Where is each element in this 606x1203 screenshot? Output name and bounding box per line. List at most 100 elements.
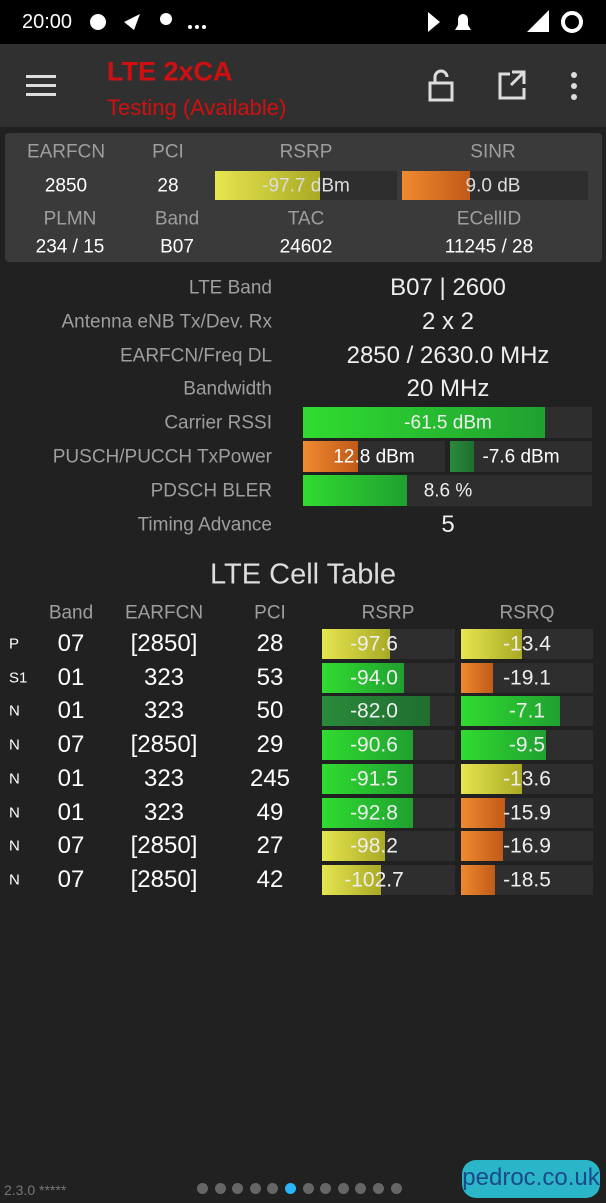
summary-value: 234 / 15 <box>35 236 105 258</box>
bar-fill <box>450 441 474 472</box>
cell-earfcn: [2850] <box>130 865 198 893</box>
summary-header: TAC <box>287 208 325 230</box>
cell-pci: 50 <box>256 697 284 725</box>
cell-band: 07 <box>57 630 85 657</box>
table-title: LTE Cell Table <box>210 558 396 591</box>
bar-fill <box>461 864 495 895</box>
bar-track <box>461 730 593 761</box>
page-dot <box>302 1183 314 1194</box>
summary-header: SINR <box>470 141 516 163</box>
bar-track <box>450 441 592 472</box>
clock: 20:00 <box>22 11 73 33</box>
bar-track <box>461 797 593 828</box>
table-header: RSRQ <box>499 602 555 624</box>
bar-fill <box>461 797 505 828</box>
bar-fill <box>303 407 545 438</box>
toolbar <box>0 44 606 127</box>
cell-rsrp: -102.7 <box>344 868 404 892</box>
page-dot <box>214 1183 226 1194</box>
app-title: LTE 2xCA <box>107 56 233 87</box>
bar-fill <box>322 797 413 828</box>
menu-button[interactable] <box>26 75 56 96</box>
bar-track <box>322 763 455 794</box>
cell-type: N <box>9 770 20 788</box>
detail-label: Bandwidth <box>183 378 272 400</box>
summary-value: 28 <box>157 175 179 197</box>
watermark: pedroc.co.uk <box>462 1164 600 1191</box>
bar-fill <box>322 730 413 761</box>
table-header: PCI <box>254 602 286 624</box>
detail-label: EARFCN/Freq DL <box>119 345 272 367</box>
detail-value: 20 MHz <box>406 375 490 402</box>
cell-band: 07 <box>57 832 85 860</box>
cell-band: 07 <box>57 865 85 893</box>
more-button[interactable] <box>571 72 577 100</box>
bar-fill <box>303 475 407 506</box>
bar-track <box>322 662 455 693</box>
summary-value: 9.0 dB <box>465 175 521 197</box>
page-dot <box>337 1183 349 1194</box>
cell-earfcn: 323 <box>143 697 185 725</box>
cell-rsrq: -13.4 <box>503 632 551 656</box>
cell-rsrp: -82.0 <box>350 699 398 723</box>
bar-track <box>461 763 593 794</box>
cell-earfcn: [2850] <box>130 630 198 657</box>
bar-fill <box>303 441 358 472</box>
cell-pci: 49 <box>256 798 284 826</box>
cell-rsrp: -92.8 <box>350 801 398 824</box>
cell-rsrq: -16.9 <box>503 834 551 858</box>
cell-type: N <box>9 871 20 889</box>
table-header: EARFCN <box>124 602 204 624</box>
summary-value: -97.7 dBm <box>262 175 350 197</box>
cell-pci: 53 <box>256 663 284 691</box>
cell-band: 07 <box>57 731 85 759</box>
detail-value: 2 x 2 <box>421 308 475 335</box>
bar-track <box>461 864 593 895</box>
bar-track <box>303 441 445 472</box>
lock-button[interactable] <box>428 69 454 102</box>
cell-rsrq: -19.1 <box>503 666 551 690</box>
summary-header: EARFCN <box>26 141 106 163</box>
cell-earfcn: 323 <box>143 798 185 826</box>
bar-fill <box>322 831 385 862</box>
cell-pci: 28 <box>256 630 284 657</box>
bar-fill <box>322 763 413 794</box>
cell-rsrq: -13.6 <box>503 767 551 791</box>
bar-track <box>215 171 397 200</box>
detail-value: 8.6 % <box>423 480 473 502</box>
watermark-box <box>462 1160 600 1198</box>
bar-track <box>322 730 455 761</box>
summary-value: 2850 <box>44 175 88 197</box>
status-icons <box>90 10 583 33</box>
bar-track <box>461 629 593 659</box>
bar-track <box>461 831 593 862</box>
summary-header: ECellID <box>456 208 522 230</box>
bar-fill <box>402 171 470 200</box>
bar-track <box>402 171 588 200</box>
bar-fill <box>461 730 546 761</box>
bar-fill <box>322 662 404 693</box>
cell-band: 01 <box>57 798 85 826</box>
page-dot <box>390 1183 402 1194</box>
summary-value: 24602 <box>279 236 333 258</box>
bar-track <box>322 864 455 895</box>
bar-track <box>303 407 592 438</box>
bar-fill <box>461 662 493 693</box>
table-header: Band <box>48 602 94 624</box>
detail-label: LTE Band <box>188 277 272 299</box>
summary-header: RSRP <box>279 141 333 163</box>
cell-type: P <box>9 635 20 653</box>
page-dot <box>232 1183 244 1194</box>
cell-pci: 27 <box>256 832 284 860</box>
page-dot <box>249 1183 261 1194</box>
icons <box>26 10 583 102</box>
cell-earfcn: [2850] <box>130 832 198 860</box>
open-button[interactable] <box>498 70 526 100</box>
bar-fill <box>215 171 320 200</box>
summary-header: PCI <box>152 141 184 163</box>
detail-label: Timing Advance <box>137 514 272 536</box>
cell-rsrq: -7.1 <box>508 699 546 723</box>
bar-fill <box>322 629 390 659</box>
cell-rsrq: -9.5 <box>508 733 546 757</box>
detail-label: Carrier RSSI <box>164 412 272 434</box>
